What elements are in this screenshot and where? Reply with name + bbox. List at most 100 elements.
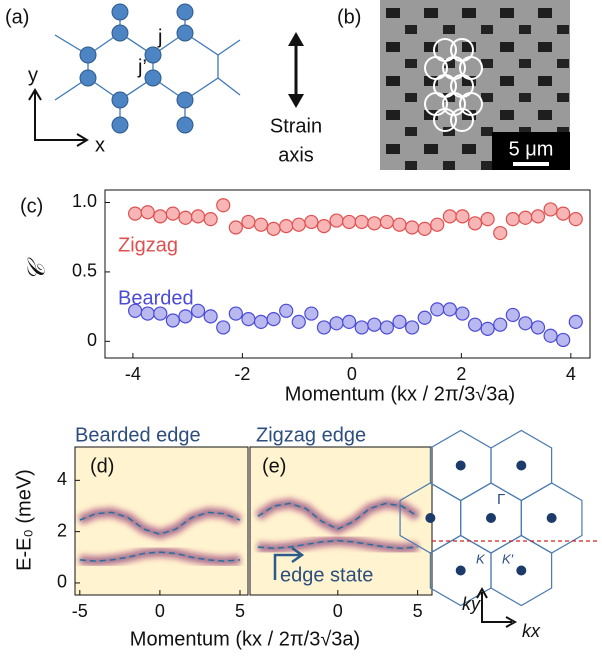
panel-label: (d) — [90, 455, 114, 477]
strain-label: axis — [278, 144, 314, 166]
axis-name: y — [28, 64, 38, 86]
point — [128, 303, 143, 318]
point — [329, 316, 344, 331]
point — [568, 212, 583, 227]
point — [493, 317, 508, 332]
point — [379, 214, 395, 230]
x-tick-label: -2 — [234, 364, 250, 384]
bond-label: j’ — [137, 56, 147, 78]
point — [203, 309, 218, 324]
point — [153, 209, 168, 224]
point — [203, 212, 218, 227]
panel-label: (b) — [337, 6, 361, 28]
zone-center — [455, 460, 466, 471]
point — [404, 220, 420, 235]
point — [505, 212, 520, 227]
point — [304, 214, 319, 230]
panel-title: Zigzag edge — [256, 424, 366, 446]
point — [304, 306, 319, 321]
point — [266, 221, 281, 236]
point — [140, 205, 155, 220]
point — [178, 309, 193, 324]
y-axis-label: E-E₀ (meV) — [13, 469, 35, 571]
heatmap-bg — [75, 447, 248, 595]
y-axis-label: 𝒞 — [23, 257, 50, 281]
x-tick-label: 0 — [333, 601, 343, 621]
point — [505, 307, 520, 323]
zone-center — [486, 513, 496, 523]
y-tick-label: 1.0 — [72, 191, 97, 211]
point — [241, 312, 256, 327]
panel-label: (e) — [262, 455, 286, 477]
point — [467, 317, 483, 332]
point — [342, 314, 357, 330]
point — [543, 202, 558, 217]
point — [266, 312, 281, 327]
x-tick-label: 5 — [413, 601, 423, 621]
plot-frame — [104, 189, 591, 359]
point — [480, 212, 495, 227]
point — [467, 216, 483, 231]
point — [556, 332, 571, 348]
point — [178, 210, 193, 225]
axis-name: ky — [462, 594, 481, 614]
x-axis-label: Momentum (kx / 2π/3√3a) — [285, 383, 515, 405]
lattice-bonds — [54, 12, 241, 125]
point-label: K — [476, 551, 486, 566]
point — [342, 214, 357, 230]
point — [404, 320, 420, 335]
point — [417, 310, 432, 325]
zone-center — [546, 513, 557, 523]
x-tick-label: -4 — [125, 364, 141, 384]
point — [455, 306, 470, 321]
point — [228, 306, 243, 321]
zone-center — [516, 460, 527, 471]
spectra — [75, 447, 432, 595]
point — [442, 209, 457, 224]
point-label: Γ — [497, 491, 505, 508]
point — [568, 314, 583, 330]
strain-label: Strain — [270, 115, 322, 137]
point — [367, 216, 382, 231]
zone — [429, 429, 492, 502]
point — [253, 314, 269, 330]
point — [140, 306, 155, 321]
zone — [429, 534, 492, 607]
point — [165, 313, 180, 328]
point — [493, 225, 508, 241]
x-tick-label: 0 — [155, 601, 165, 621]
zone-center — [516, 565, 527, 576]
point — [241, 214, 256, 230]
zone-center — [455, 565, 466, 576]
scalebar-label: 5 μm — [509, 138, 554, 160]
panel-label: (a) — [5, 6, 29, 28]
x-tick-label: 2 — [456, 364, 466, 384]
point — [556, 206, 571, 221]
point — [128, 206, 143, 221]
point — [543, 328, 558, 343]
point — [354, 214, 369, 230]
panel-label: (c) — [20, 195, 43, 217]
axis-name: kx — [522, 621, 541, 641]
edge-arrow — [273, 546, 305, 580]
panel-title: Bearded edge — [75, 424, 201, 446]
series-label: Bearded — [118, 287, 194, 309]
model-line — [79, 511, 241, 535]
x-axis-label: Momentum (kx / 2π/3√3a) — [130, 628, 360, 650]
point-label: K′ — [502, 551, 514, 566]
x-tick-label: 5 — [235, 601, 245, 621]
point — [165, 206, 180, 221]
plot-frame — [74, 446, 249, 596]
point — [530, 209, 546, 224]
lattice-sites — [79, 3, 194, 134]
brillouin-zones — [399, 429, 583, 607]
axes-arrows — [28, 88, 89, 147]
point — [354, 320, 369, 335]
point — [480, 321, 495, 336]
point — [291, 314, 306, 330]
x-tick-label: 0 — [347, 364, 357, 384]
point — [455, 209, 470, 224]
point — [392, 217, 407, 232]
x-tick-label: 4 — [566, 364, 576, 384]
